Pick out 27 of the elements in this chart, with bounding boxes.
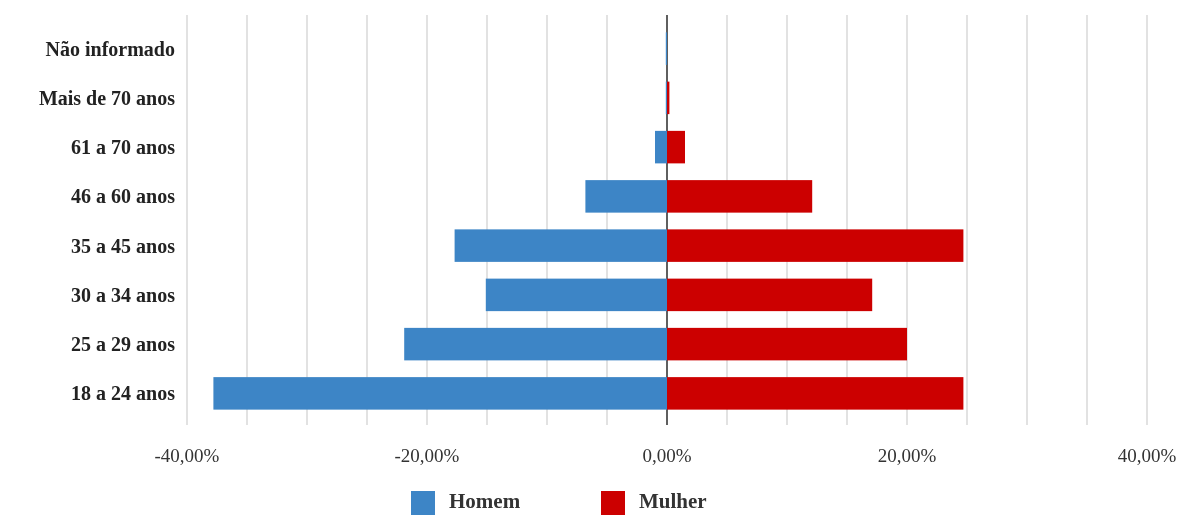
y-tick-label: 46 a 60 anos <box>71 185 176 208</box>
y-tick-label: 61 a 70 anos <box>71 136 176 159</box>
y-tick-label: Mais de 70 anos <box>38 86 176 109</box>
bar <box>585 180 667 213</box>
x-tick-label: -40,00% <box>154 445 220 466</box>
x-tick-label: 20,00% <box>877 445 937 466</box>
legend-label: Mulher <box>639 489 707 513</box>
x-tick-label: 0,00% <box>642 445 692 466</box>
x-tick-label: 40,00% <box>1117 445 1177 466</box>
y-tick-label: 25 a 29 anos <box>71 333 176 356</box>
bar <box>667 229 964 262</box>
bar <box>655 130 667 164</box>
bar <box>667 130 685 164</box>
bar <box>667 278 873 312</box>
bar <box>213 377 667 410</box>
bar <box>667 327 907 361</box>
y-tick-label: 30 a 34 anos <box>71 283 176 306</box>
bar <box>667 180 813 213</box>
bar <box>667 377 964 410</box>
bar <box>485 278 667 312</box>
x-tick-label: -20,00% <box>394 445 460 466</box>
bar <box>404 327 667 361</box>
y-tick-label: 35 a 45 anos <box>71 234 176 257</box>
bar <box>454 229 667 262</box>
legend-label: Homem <box>449 489 521 513</box>
y-tick-label: 18 a 24 anos <box>71 382 176 405</box>
y-tick-label: Não informado <box>45 37 175 60</box>
